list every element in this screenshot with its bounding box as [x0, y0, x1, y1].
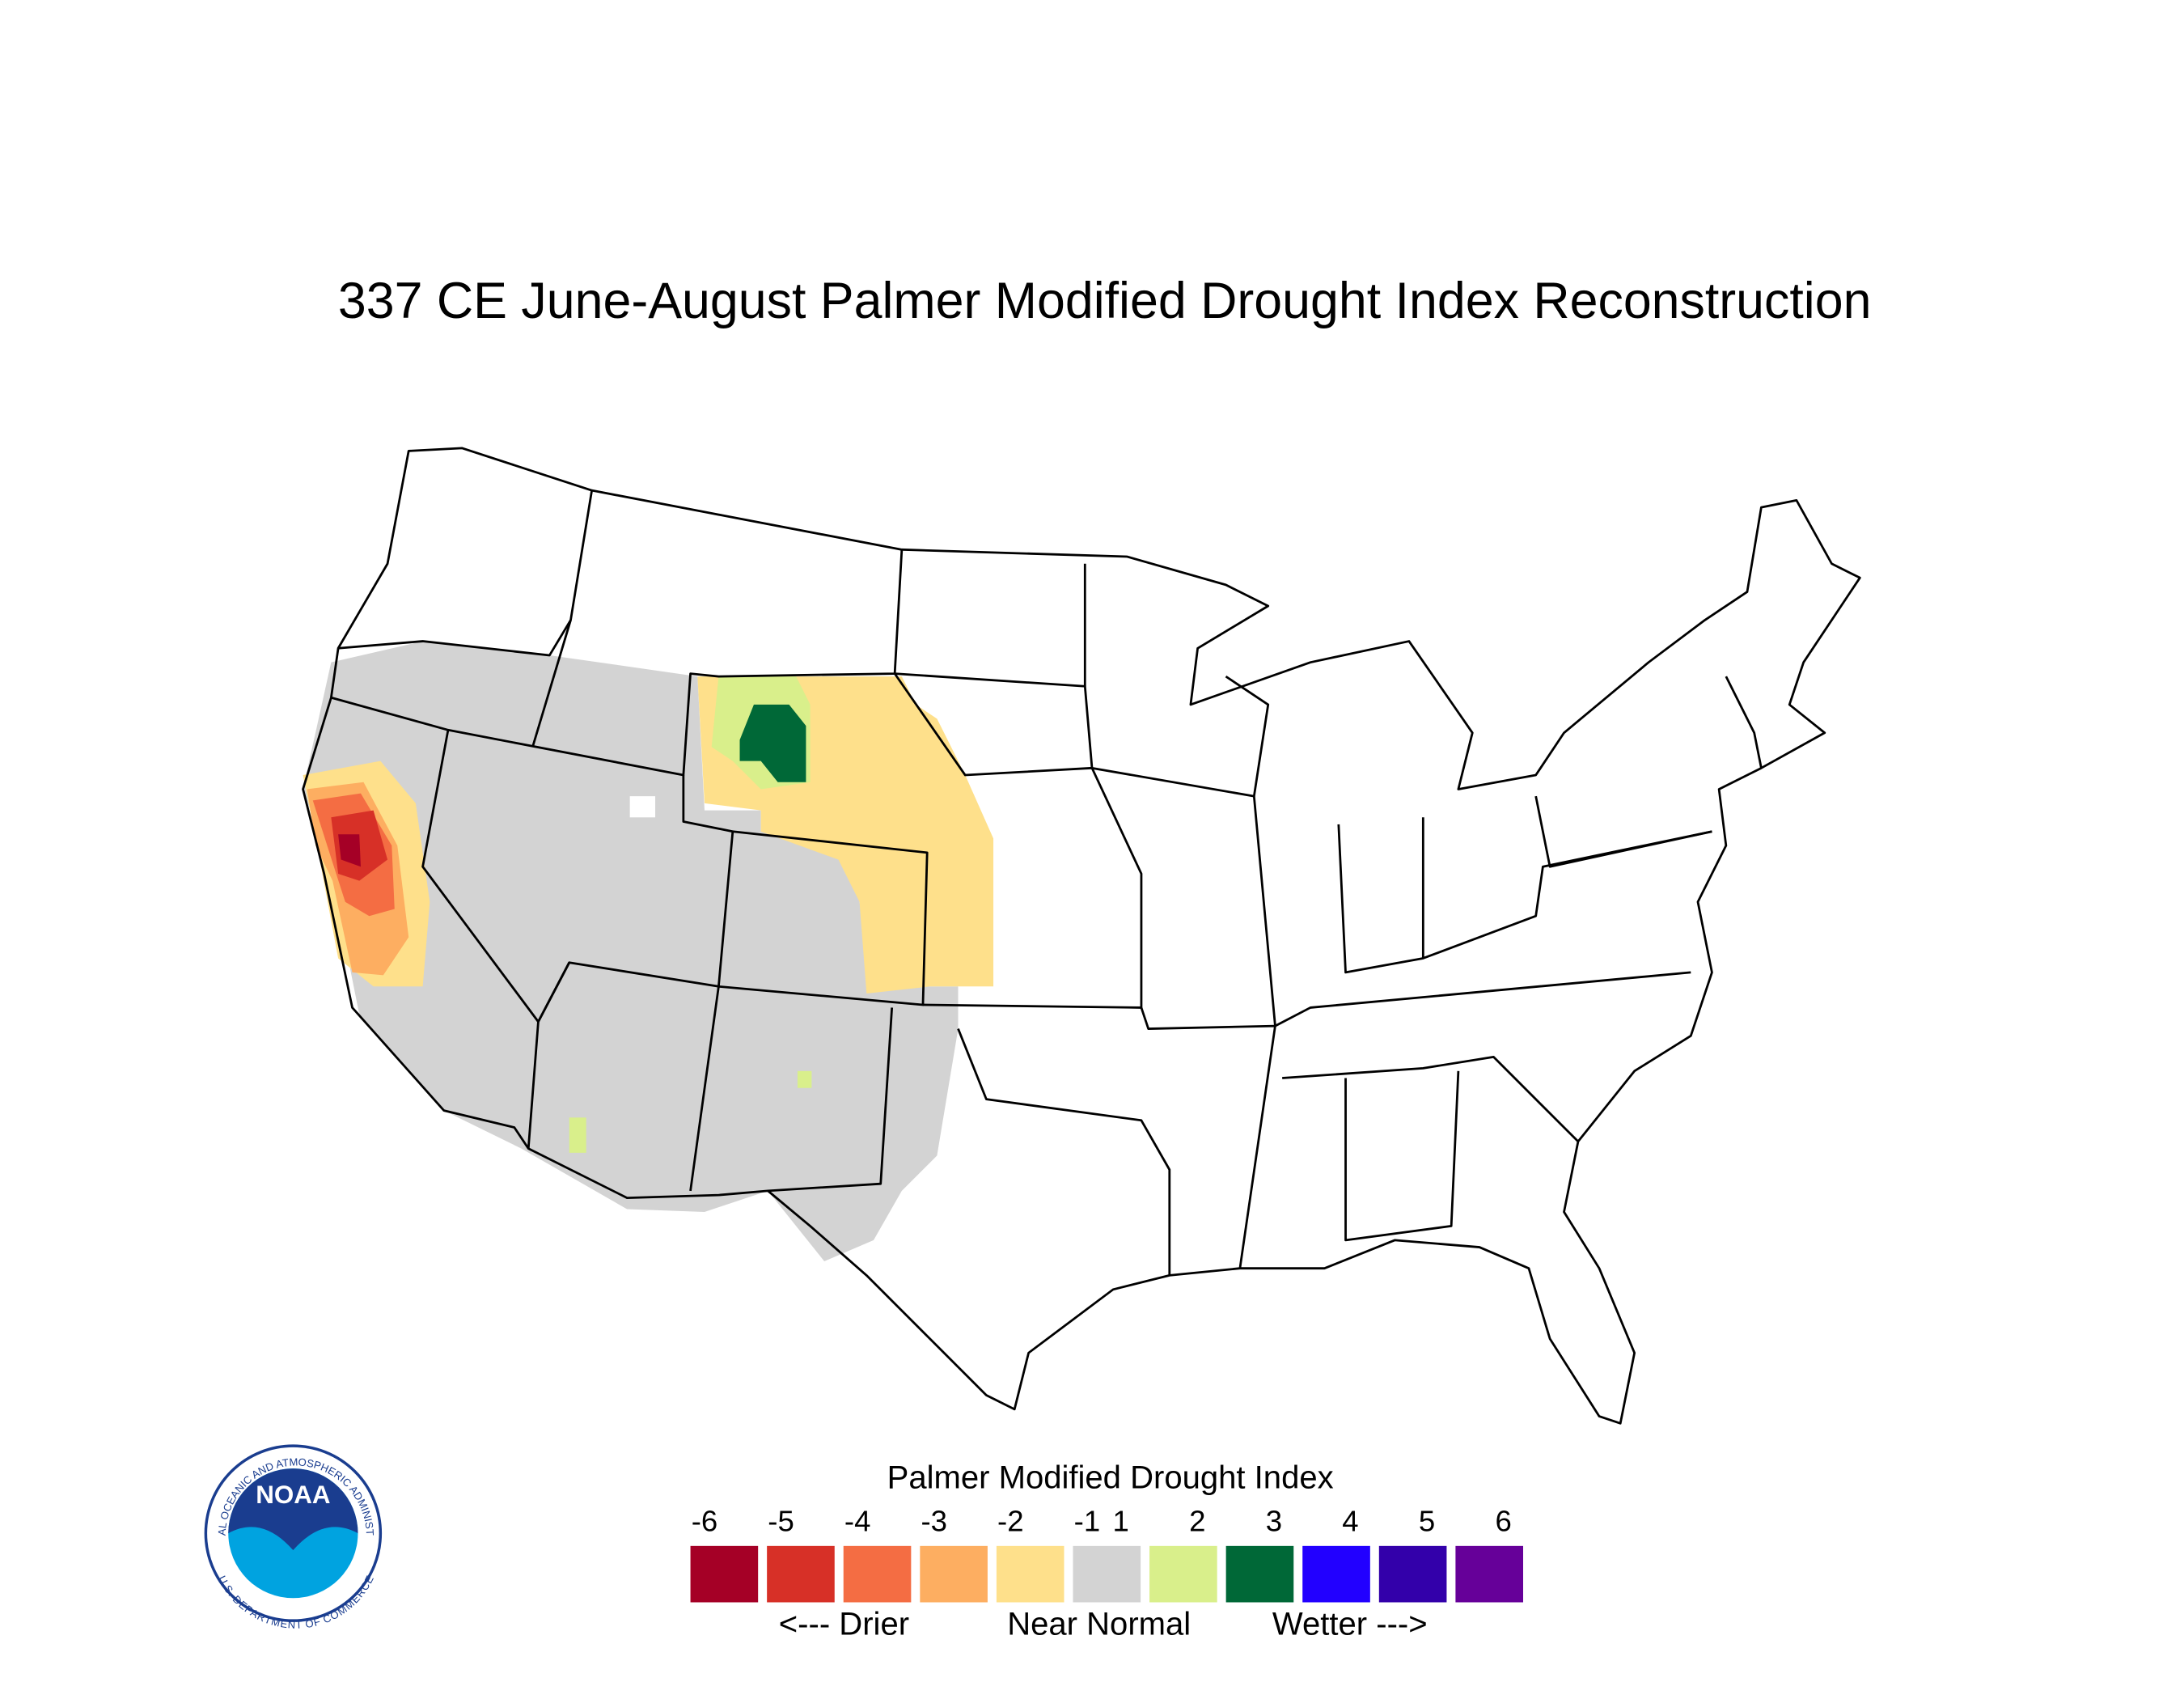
green-cell	[797, 1070, 812, 1088]
logo-top	[228, 1468, 358, 1551]
legend-swatch	[767, 1545, 835, 1603]
legend-tick-label: -1	[1074, 1505, 1101, 1538]
map	[302, 447, 1861, 1425]
legend-tick-label: -5	[768, 1505, 794, 1538]
legend-swatches: -6 -5 -4 -3 -2 -1 1 2 3 4 5 6	[690, 1505, 1524, 1603]
legend-tick-label: 4	[1342, 1505, 1358, 1538]
legend-swatch	[1073, 1545, 1141, 1603]
legend-swatch	[1455, 1545, 1524, 1603]
gray-region	[303, 641, 959, 1261]
legend-tick-label: -4	[844, 1505, 871, 1538]
legend-swatch	[690, 1545, 759, 1603]
legend-tick-label: 6	[1495, 1505, 1511, 1538]
green-cell	[569, 1117, 586, 1153]
legend-swatch	[1149, 1545, 1217, 1603]
legend-tick-label: 3	[1266, 1505, 1282, 1538]
map-title: 337 CE June-August Palmer Modified Droug…	[338, 273, 1872, 329]
logo-text: NOAA	[256, 1481, 330, 1509]
dark-red-region	[338, 834, 361, 867]
legend-swatch	[920, 1545, 988, 1603]
legend-swatch	[1378, 1545, 1447, 1603]
dark-green-region	[739, 704, 806, 782]
legend-swatch	[1302, 1545, 1370, 1603]
legend-swatch	[996, 1545, 1064, 1603]
legend-swatch	[1225, 1545, 1294, 1603]
white-cell	[629, 796, 656, 818]
legend-descriptor: <--- Drier	[779, 1607, 909, 1642]
legend-tick-label: 5	[1419, 1505, 1435, 1538]
legend-descriptor: Wetter --->	[1272, 1607, 1428, 1642]
state-lines	[331, 489, 1763, 1276]
legend-tick-label: -2	[997, 1505, 1024, 1538]
legend-tick-label: -3	[921, 1505, 947, 1538]
legend-swatch	[843, 1545, 912, 1603]
legend-title: Palmer Modified Drought Index	[887, 1460, 1334, 1496]
legend-tick-label: 2	[1189, 1505, 1205, 1538]
legend-descriptor: Near Normal	[1007, 1607, 1191, 1642]
legend-tick-label: 1	[1113, 1505, 1129, 1538]
legend: Palmer Modified Drought Index -6 -5 -4 -3 -2…	[690, 1460, 1524, 1642]
legend-tick-label: -6	[692, 1505, 718, 1538]
